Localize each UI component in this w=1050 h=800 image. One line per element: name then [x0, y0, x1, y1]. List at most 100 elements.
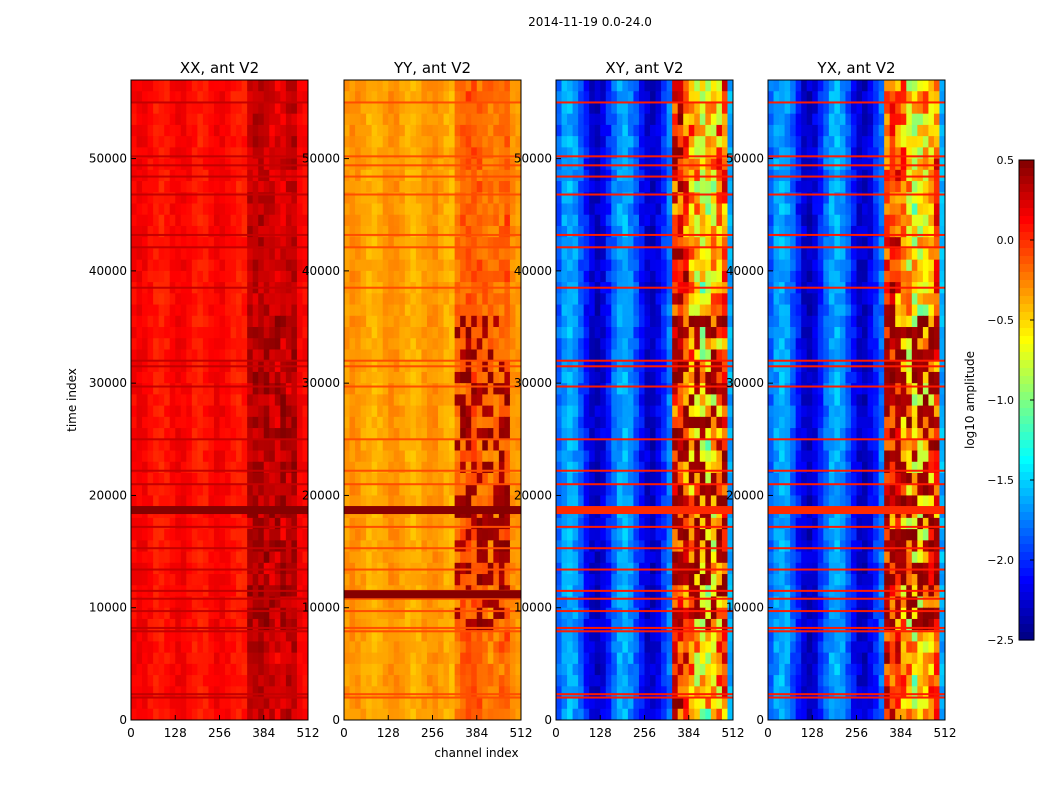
heatmap-cell: [296, 495, 304, 508]
heatmap-cell: [482, 686, 489, 699]
heatmap-cell: [399, 203, 406, 216]
heatmap-cell: [622, 147, 629, 160]
heatmap-cell: [493, 529, 500, 541]
heatmap-cell: [471, 270, 478, 283]
heatmap-cell: [471, 124, 478, 137]
heatmap-cell: [202, 270, 210, 283]
heatmap-cell: [449, 91, 456, 104]
heatmap-cell: [476, 461, 483, 474]
heatmap-cell: [589, 113, 596, 126]
heatmap-cell: [600, 203, 607, 216]
heatmap-cell: [366, 327, 373, 339]
heatmap-cell: [274, 675, 281, 687]
heatmap-cell: [175, 293, 182, 306]
heatmap-cell: [302, 91, 308, 104]
heatmap-cell: [504, 237, 511, 250]
heatmap-cell: [705, 327, 712, 339]
heatmap-cell: [241, 495, 248, 508]
heatmap-cell: [280, 484, 287, 497]
heatmap-cell: [360, 618, 367, 631]
heatmap-cell: [136, 270, 143, 283]
heatmap-cell: [616, 495, 623, 508]
heatmap-cell: [197, 630, 204, 643]
heatmap-cell: [296, 113, 304, 126]
heatmap-cell: [661, 203, 668, 216]
heatmap-cell: [355, 663, 362, 676]
heatmap-cell: [371, 124, 378, 137]
heatmap-cell: [616, 136, 623, 148]
heatmap-cell: [169, 630, 176, 643]
heatmap-cell: [280, 675, 287, 687]
heatmap-cell: [410, 517, 417, 530]
heatmap-cell: [236, 371, 243, 384]
heatmap-cell: [191, 405, 198, 418]
heatmap-cell: [509, 675, 517, 687]
heatmap-cell: [627, 461, 635, 474]
heatmap-cell: [191, 327, 198, 339]
heatmap-cell: [471, 697, 478, 710]
heatmap-cell: [438, 472, 445, 485]
heatmap-cell: [666, 304, 673, 317]
heatmap-cell: [241, 641, 248, 654]
heatmap-cell: [230, 293, 237, 306]
heatmap-cell: [415, 495, 423, 508]
heatmap-cell: [426, 461, 434, 474]
heatmap-cell: [349, 663, 356, 676]
heatmap-cell: [382, 214, 389, 227]
heatmap-cell: [296, 259, 304, 272]
flag-line: [131, 525, 308, 528]
flag-line: [131, 175, 308, 178]
heatmap-cell: [404, 237, 411, 250]
y-tick-label: 40000: [89, 264, 127, 278]
heatmap-cell: [605, 484, 612, 497]
heatmap-cell: [415, 630, 423, 643]
heatmap-cell: [247, 270, 254, 283]
heatmap-cell: [230, 113, 237, 126]
heatmap-cell: [727, 461, 733, 474]
heatmap-cell: [399, 113, 406, 126]
heatmap-cell: [561, 383, 568, 395]
heatmap-cell: [633, 192, 640, 205]
heatmap-cell: [567, 484, 574, 497]
heatmap-cell: [438, 405, 445, 418]
heatmap-cell: [360, 461, 367, 474]
heatmap-cell: [247, 663, 254, 676]
heatmap-cell: [460, 405, 467, 418]
heatmap-cell: [638, 225, 646, 238]
heatmap-cell: [285, 574, 293, 586]
heatmap-cell: [471, 641, 478, 654]
heatmap-cell: [611, 338, 618, 351]
heatmap-cell: [247, 315, 254, 328]
heatmap-cell: [247, 237, 254, 250]
heatmap-cell: [142, 675, 149, 687]
heatmap-cell: [493, 394, 500, 407]
heatmap-cell: [258, 428, 265, 440]
heatmap-cell: [274, 237, 281, 250]
heatmap-cell: [633, 181, 640, 193]
heatmap-cell: [236, 540, 243, 553]
heatmap-cell: [449, 517, 456, 530]
heatmap-cell: [627, 383, 635, 395]
heatmap-cell: [302, 338, 308, 351]
heatmap-cell: [556, 270, 563, 283]
heatmap-cell: [650, 91, 657, 104]
heatmap-cell: [296, 304, 304, 317]
heatmap-cell: [164, 461, 171, 474]
heatmap-cell: [191, 618, 198, 631]
heatmap-cell: [280, 495, 287, 508]
y-tick-label: 0: [332, 713, 340, 727]
heatmap-cell: [241, 428, 248, 440]
heatmap-cell: [515, 214, 521, 227]
heatmap-cell: [355, 574, 362, 586]
heatmap-cell: [202, 315, 210, 328]
heatmap-cell: [344, 237, 351, 250]
heatmap-cell: [274, 338, 281, 351]
heatmap-cell: [476, 102, 483, 115]
heatmap-cell: [258, 304, 265, 317]
heatmap-cell: [578, 349, 585, 362]
heatmap-cell: [263, 371, 270, 384]
heatmap-cell: [355, 618, 362, 631]
heatmap-cell: [515, 574, 521, 586]
heatmap-cell: [449, 371, 456, 384]
heatmap-cell: [509, 203, 517, 216]
